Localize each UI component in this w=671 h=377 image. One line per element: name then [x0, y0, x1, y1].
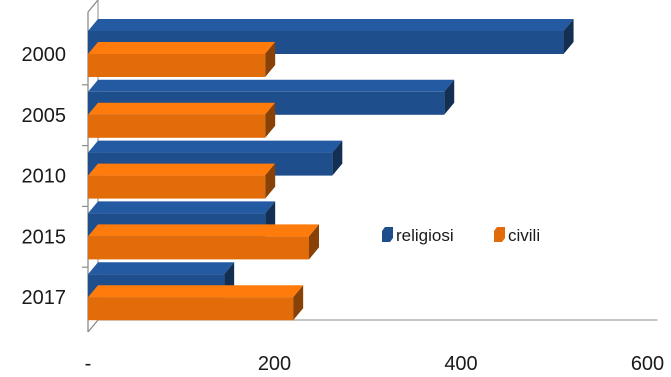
- bar-top-face: [88, 42, 276, 54]
- bar-top-face: [88, 262, 235, 275]
- bar-front-face: [88, 175, 266, 199]
- bar-top-face: [88, 201, 276, 214]
- y-tick-label: 2017: [22, 287, 67, 309]
- bar-top-face: [88, 224, 320, 237]
- bar-side-face: [293, 285, 304, 321]
- x-tick-label: 200: [258, 353, 291, 375]
- y-tick-label: 2005: [22, 105, 67, 127]
- bar-civili-2017: [88, 285, 304, 321]
- x-tick-label: 400: [444, 353, 477, 375]
- bar-front-face: [88, 54, 266, 77]
- legend-item-civili: civili: [494, 226, 540, 245]
- legend-swatch: [494, 227, 505, 242]
- bar-front-face: [88, 236, 310, 260]
- bar-top-face: [88, 140, 343, 153]
- bar-top-face: [88, 19, 574, 31]
- floor-corner-line: [87, 319, 99, 333]
- bar-top-face: [88, 79, 455, 92]
- x-tick-label: 600: [631, 353, 664, 375]
- x-tick-label: -: [85, 353, 92, 375]
- bar-front-face: [88, 114, 266, 138]
- bar-side-face: [265, 163, 276, 199]
- y-tick-label: 2015: [22, 226, 67, 248]
- bars-group: [88, 19, 574, 321]
- bar-civili-2005: [88, 102, 276, 138]
- bar-civili-2000: [88, 42, 276, 77]
- bar-top-face: [88, 102, 276, 115]
- legend-item-religiosi: religiosi: [382, 226, 454, 245]
- bar-civili-2010: [88, 163, 276, 199]
- bar-side-face: [332, 140, 343, 176]
- y-tick-label: 2010: [22, 166, 67, 188]
- bar-side-face: [265, 42, 276, 77]
- bar-side-face: [309, 224, 320, 260]
- bar-top-face: [88, 163, 276, 176]
- bar-side-face: [444, 79, 455, 115]
- legend: religiosi civili: [382, 226, 540, 245]
- legend-label: religiosi: [396, 226, 454, 245]
- bar-side-face: [563, 19, 574, 54]
- bar-side-face: [265, 102, 276, 138]
- x-axis-labels: - 200 400 600: [85, 353, 665, 375]
- bar-civili-2015: [88, 224, 320, 260]
- y-tick-label: 2000: [22, 44, 67, 66]
- bar-front-face: [88, 297, 294, 321]
- bar-top-face: [88, 285, 304, 298]
- legend-swatch: [382, 227, 393, 242]
- y-axis-labels: 2000 2005 2010 2015 2017: [22, 44, 67, 309]
- wall-top-edge: [87, 0, 99, 13]
- legend-label: civili: [508, 226, 540, 245]
